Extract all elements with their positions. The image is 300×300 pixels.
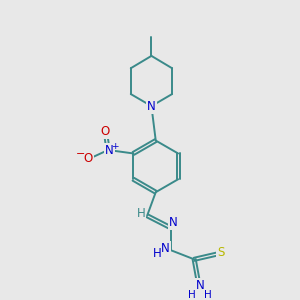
Text: S: S (217, 246, 225, 259)
Text: O: O (100, 125, 110, 138)
Text: N: N (169, 216, 178, 229)
Text: H: H (136, 207, 145, 220)
Text: H: H (153, 247, 161, 260)
Text: H: H (188, 290, 196, 300)
Text: N: N (147, 100, 156, 112)
Text: N: N (161, 242, 170, 255)
Text: N: N (196, 279, 204, 292)
Text: O: O (83, 152, 93, 165)
Text: H: H (204, 290, 212, 300)
Text: +: + (111, 142, 118, 151)
Text: −: − (76, 149, 85, 159)
Text: N: N (105, 143, 114, 157)
